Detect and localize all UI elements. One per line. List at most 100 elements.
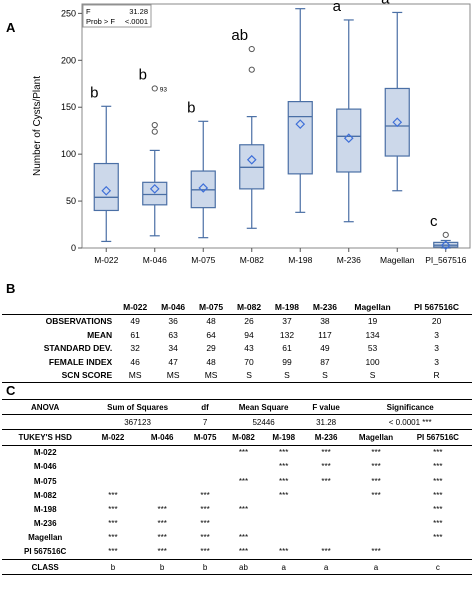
summary-table-cell: 134	[365, 329, 380, 340]
summary-table-cell: 100	[365, 356, 380, 367]
tukey-row-label: M-075	[33, 476, 57, 486]
anova-header-cell: Significance	[348, 398, 472, 416]
tukey-cell: ***	[371, 547, 381, 557]
tukey-row-label: PI 567516C	[24, 547, 67, 557]
class-cell: ab	[223, 559, 264, 576]
tukey-row: PI 567516C *** *** *** *** *** *** ***	[2, 545, 472, 560]
anova-spacer-cell	[2, 414, 89, 431]
tukey-cell	[304, 488, 349, 502]
summary-table-cell: 43	[244, 343, 254, 354]
x-tick-label: PI_567516	[425, 255, 466, 265]
summary-table-header-cell: M-022	[116, 300, 155, 315]
mean-marker	[246, 154, 257, 165]
tukey-cell: ***	[108, 490, 118, 500]
anova-value-cell: 7	[186, 414, 224, 431]
tukey-cell: ***	[157, 533, 167, 543]
tukey-cell	[348, 517, 403, 531]
summary-table-cell: 87	[320, 356, 330, 367]
summary-table-header-cell: M-046	[154, 300, 193, 315]
tukey-cell	[223, 488, 263, 502]
class-cell: a	[348, 559, 404, 576]
group-letter: c	[430, 213, 438, 230]
summary-table-cell: S	[230, 368, 268, 383]
tukey-cell: ***	[279, 490, 289, 500]
stats-p-value: <.0001	[125, 17, 148, 26]
tukey-row: M-022 *** *** *** *** ***	[2, 445, 472, 460]
outlier-point	[442, 231, 449, 238]
tukey-cell: ***	[321, 547, 331, 557]
tukey-cell: ***	[433, 476, 443, 486]
box-iqr	[336, 108, 362, 173]
summary-table-header-cell	[2, 300, 117, 315]
class-cell: a	[263, 559, 304, 576]
class-cell: c	[403, 559, 472, 576]
summary-table-cell: 49	[320, 343, 330, 354]
anova-tukey-table: ANOVA Sum of Squares df Mean Square F value S…	[2, 398, 472, 576]
y-tick-label: 150	[61, 102, 76, 112]
stats-f-value: 31.28	[129, 7, 148, 16]
summary-table-header-cell: M-236	[305, 300, 344, 315]
tukey-cell: ***	[279, 547, 289, 557]
tukey-title: TUKEY'S HSD	[2, 429, 89, 446]
tukey-cell	[348, 502, 403, 516]
tukey-cell	[88, 474, 137, 488]
summary-table-cell: 26	[244, 316, 254, 327]
y-tick-label: 50	[66, 196, 76, 206]
anova-values-row: 367123 7 52446 31.28 < 0.0001 ***	[2, 414, 472, 431]
outlier-label: 93	[160, 86, 168, 93]
summary-table-cell: S	[268, 368, 306, 383]
x-tick-label: M-082	[240, 255, 264, 265]
mean-marker	[101, 185, 112, 196]
tukey-cell: ***	[200, 490, 210, 500]
tukey-cell: ***	[238, 547, 249, 557]
tukey-cell: ***	[108, 519, 118, 529]
tukey-cell: ***	[433, 462, 443, 472]
summary-table-cell: 38	[320, 316, 330, 327]
anova-header-cell: Mean Square	[223, 398, 304, 416]
summary-table-cell: MS	[192, 368, 231, 383]
anova-header-cell: F value	[303, 398, 349, 416]
summary-table-cell: 64	[206, 329, 216, 340]
boxplot-chart: 0 50 100 150 200 250 Number of Cysts/Plant F 31.…	[32, 0, 471, 265]
summary-table-cell: S	[305, 368, 344, 383]
tukey-cell	[138, 460, 187, 474]
outlier-point	[151, 121, 158, 129]
tukey-cell: ***	[371, 476, 381, 486]
summary-table-cell: 3	[434, 356, 439, 367]
anova-header-row: ANOVA Sum of Squares df Mean Square F value S…	[2, 398, 472, 416]
x-tick-label: M-198	[288, 255, 312, 265]
tukey-cell: ***	[433, 448, 443, 458]
group-letter: b	[139, 66, 147, 83]
summary-table-cell: 94	[244, 329, 254, 340]
tukey-row-label: M-082	[33, 490, 57, 500]
summary-table-header-cell: M-198	[268, 300, 306, 315]
x-tick-label: M-046	[143, 255, 167, 265]
panel-c-label: C	[6, 383, 16, 398]
tukey-cell: ***	[108, 533, 118, 543]
tukey-cell	[187, 474, 224, 488]
group-letter: ab	[231, 27, 248, 44]
summary-row-label: STANDARD DEV.	[43, 343, 113, 354]
tukey-cell: ***	[200, 547, 210, 557]
tukey-cell: ***	[433, 504, 443, 514]
y-tick-label: 200	[61, 55, 76, 65]
tukey-cell: ***	[433, 490, 443, 500]
tukey-cell: ***	[157, 519, 167, 529]
tukey-row-label: M-022	[33, 448, 57, 458]
anova-value-cell: < 0.0001 ***	[348, 414, 472, 431]
tukey-cell: ***	[433, 519, 443, 529]
tukey-cell	[304, 517, 349, 531]
tukey-cell: ***	[433, 533, 443, 543]
x-tick-label: Magellan	[380, 255, 415, 265]
mean-marker	[149, 184, 160, 194]
tukey-header-cell: M-082	[223, 429, 264, 446]
x-tick-label: M-075	[191, 255, 215, 265]
group-letter: b	[90, 84, 98, 101]
summary-table-cell: R	[401, 368, 472, 383]
panel-a-label: A	[6, 20, 16, 35]
tukey-cell: ***	[238, 448, 249, 458]
anova-header-cell: Sum of Squares	[88, 398, 187, 416]
summary-table-cell: 61	[130, 329, 140, 340]
summary-table-cell: 3	[434, 343, 439, 354]
tukey-row: M-075 *** *** *** *** ***	[2, 474, 472, 488]
